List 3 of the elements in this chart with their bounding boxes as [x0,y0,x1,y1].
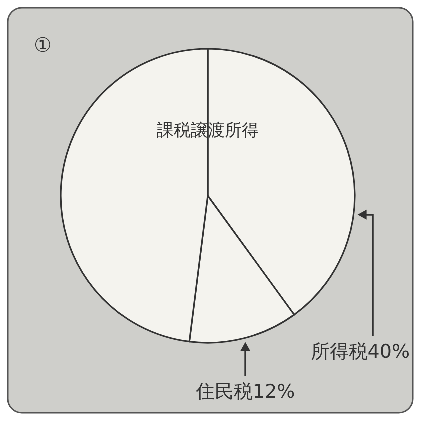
text: ① [34,33,52,57]
slice-label: 所得税40% [310,341,410,363]
slice-label: 住民税12% [194,381,296,403]
